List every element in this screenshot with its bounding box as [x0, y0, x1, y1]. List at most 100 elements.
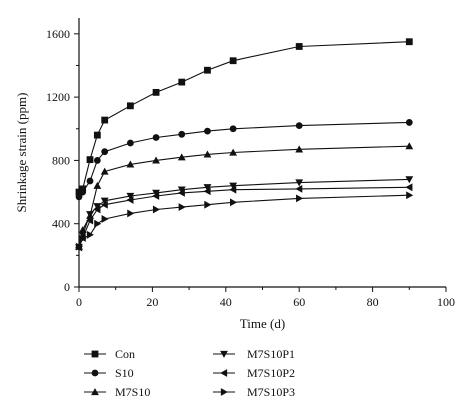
data-point	[295, 43, 303, 50]
y-tick-label: 1600	[46, 27, 70, 41]
y-tick-label: 0	[64, 280, 70, 294]
data-point	[203, 184, 212, 192]
series-con	[75, 38, 413, 196]
series-layer	[75, 38, 414, 252]
data-point	[126, 160, 135, 168]
data-point	[204, 66, 211, 74]
data-point	[93, 203, 102, 211]
data-point	[405, 119, 413, 126]
data-point	[295, 145, 304, 153]
data-point	[178, 203, 186, 212]
legend-item: M7S10P3	[213, 385, 295, 399]
legend-item: M7S10P2	[213, 366, 295, 380]
data-point	[405, 176, 414, 184]
data-point	[86, 230, 94, 239]
data-point	[152, 156, 160, 164]
axes: 0 20 40 60 80 100 0 400 800 1200 1600	[46, 18, 455, 309]
x-tick-label: 80	[367, 295, 379, 309]
data-point	[126, 196, 134, 204]
y-tick-label: 800	[52, 153, 70, 167]
data-point	[178, 78, 186, 86]
x-axis-label: Time (d)	[240, 316, 285, 331]
legend-item: Con	[84, 347, 135, 361]
data-point	[177, 186, 186, 194]
data-point	[126, 139, 134, 147]
legend-item: M7S10	[84, 385, 150, 399]
data-point	[295, 122, 303, 129]
data-point	[100, 197, 109, 205]
data-point	[86, 216, 94, 225]
series-m7s10p2	[75, 183, 413, 252]
data-point	[152, 134, 160, 141]
legend-label: M7S10P3	[247, 385, 295, 399]
data-point	[79, 234, 87, 243]
data-point	[152, 205, 160, 214]
data-point	[75, 188, 83, 196]
series-m7s10p3	[75, 191, 414, 251]
data-point	[152, 192, 160, 200]
series-line	[78, 186, 410, 248]
x-tick-label: 40	[220, 295, 232, 309]
data-point	[295, 179, 304, 187]
data-point	[78, 226, 87, 234]
data-point	[86, 211, 94, 219]
data-point	[295, 184, 303, 193]
legend-label: S10	[115, 366, 134, 380]
data-point	[152, 88, 160, 96]
data-point	[75, 242, 83, 251]
legend-item: S10	[84, 366, 134, 380]
data-point	[100, 200, 108, 209]
legend-label: M7S10P1	[247, 347, 295, 361]
legend-label: Con	[115, 347, 135, 361]
data-point	[93, 157, 101, 164]
data-point	[126, 102, 134, 110]
y-axis-label: Shrinkage strain (ppm)	[14, 93, 29, 213]
data-point	[86, 156, 94, 164]
data-point	[79, 188, 87, 196]
data-point	[100, 167, 109, 175]
series-s10	[75, 119, 413, 201]
series-line	[78, 178, 410, 248]
data-point	[93, 181, 102, 189]
x-tick-label: 20	[146, 295, 158, 309]
data-point	[405, 183, 413, 192]
legend-label: M7S10P2	[247, 366, 295, 380]
x-tick-label: 60	[293, 295, 305, 309]
data-point	[101, 215, 109, 223]
data-point	[405, 142, 414, 150]
y-tick-label: 400	[52, 217, 70, 231]
data-point	[229, 185, 237, 194]
data-point	[101, 116, 109, 124]
y-tick-label: 1200	[46, 90, 70, 104]
data-point	[75, 193, 83, 201]
series-line	[78, 41, 410, 193]
legend-marker	[220, 350, 228, 358]
data-point	[93, 131, 101, 139]
x-tick-label: 100	[437, 295, 455, 309]
legend-marker	[220, 369, 228, 377]
data-point	[229, 182, 238, 190]
data-point	[177, 153, 186, 161]
data-point	[406, 191, 414, 200]
legend-label: M7S10	[115, 385, 150, 399]
series-line	[78, 194, 410, 247]
legend: Con S10 M7S10 M7S10P1 M7S10P2 M7S10P3	[84, 347, 295, 399]
data-point	[230, 198, 238, 207]
data-point	[152, 189, 160, 197]
legend-marker	[91, 369, 99, 377]
x-tick-label: 0	[76, 295, 82, 309]
data-point	[86, 177, 94, 185]
data-point	[229, 148, 238, 156]
data-point	[296, 194, 304, 203]
legend-marker	[91, 350, 99, 358]
data-point	[405, 38, 413, 46]
data-point	[94, 219, 102, 228]
data-point	[203, 187, 211, 196]
legend-marker	[91, 388, 99, 396]
data-point	[93, 205, 101, 214]
data-point	[177, 188, 185, 197]
legend-item: M7S10P1	[213, 347, 295, 361]
legend-marker	[220, 388, 228, 396]
data-point	[101, 148, 109, 156]
